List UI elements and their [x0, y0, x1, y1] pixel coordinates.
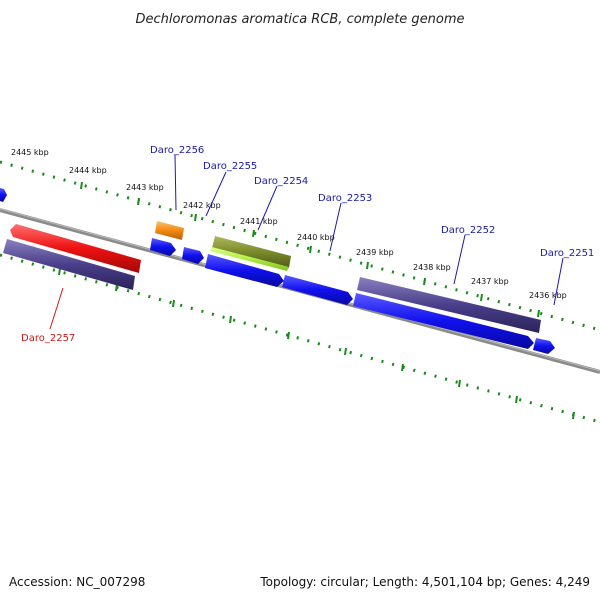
label-daro-2253: Daro_2253 [318, 193, 372, 204]
gene-daro-2255 [182, 247, 204, 264]
label-daro-2251: Daro_2251 [540, 248, 594, 259]
chart-title: Dechloromonas aromatica RCB, complete ge… [135, 12, 464, 27]
topology-text: Topology: circular; Length: 4,501,104 bp… [259, 575, 590, 589]
label-daro-2254: Daro_2254 [254, 176, 308, 187]
kbp-label-2440: 2440 kbp [297, 233, 335, 242]
kbp-label-2436: 2436 kbp [529, 291, 567, 300]
gene-daro-2252-strand [353, 293, 534, 349]
kbp-label-2443: 2443 kbp [126, 183, 164, 192]
gene-daro-2254-olive [212, 236, 291, 268]
major-ticks-upper [80, 181, 540, 318]
kbp-label-2437: 2437 kbp [471, 277, 509, 286]
label-daro-2256: Daro_2256 [150, 145, 204, 156]
gene-daro-2257 [3, 239, 135, 290]
kbp-label-2438: 2438 kbp [413, 263, 451, 272]
gene-daro-2251 [533, 338, 555, 354]
gene-daro-2252 [357, 277, 541, 333]
gene-daro-2253 [282, 275, 353, 305]
kbp-label-2441: 2441 kbp [240, 217, 278, 226]
gene-daro-2257-red [10, 224, 141, 273]
leader-line-daro-2257 [49, 287, 64, 330]
kbp-label-2445: 2445 kbp [11, 148, 49, 157]
gene-daro-2256-b [150, 238, 176, 256]
gene-arrow-edge-left [0, 188, 7, 202]
label-daro-2255: Daro_2255 [203, 161, 257, 172]
leader-lines [174, 154, 564, 306]
gene-daro-2254 [210, 247, 289, 271]
label-daro-2252: Daro_2252 [441, 225, 495, 236]
gene-daro-2254-strand [205, 254, 284, 287]
accession-text: Accession: NC_007298 [9, 575, 145, 589]
label-daro-2257: Daro_2257 [21, 333, 75, 344]
kbp-label-2444: 2444 kbp [69, 166, 107, 175]
kbp-label-2439: 2439 kbp [356, 248, 394, 257]
kbp-label-2442: 2442 kbp [183, 201, 221, 210]
gene-daro-2256 [155, 221, 184, 240]
